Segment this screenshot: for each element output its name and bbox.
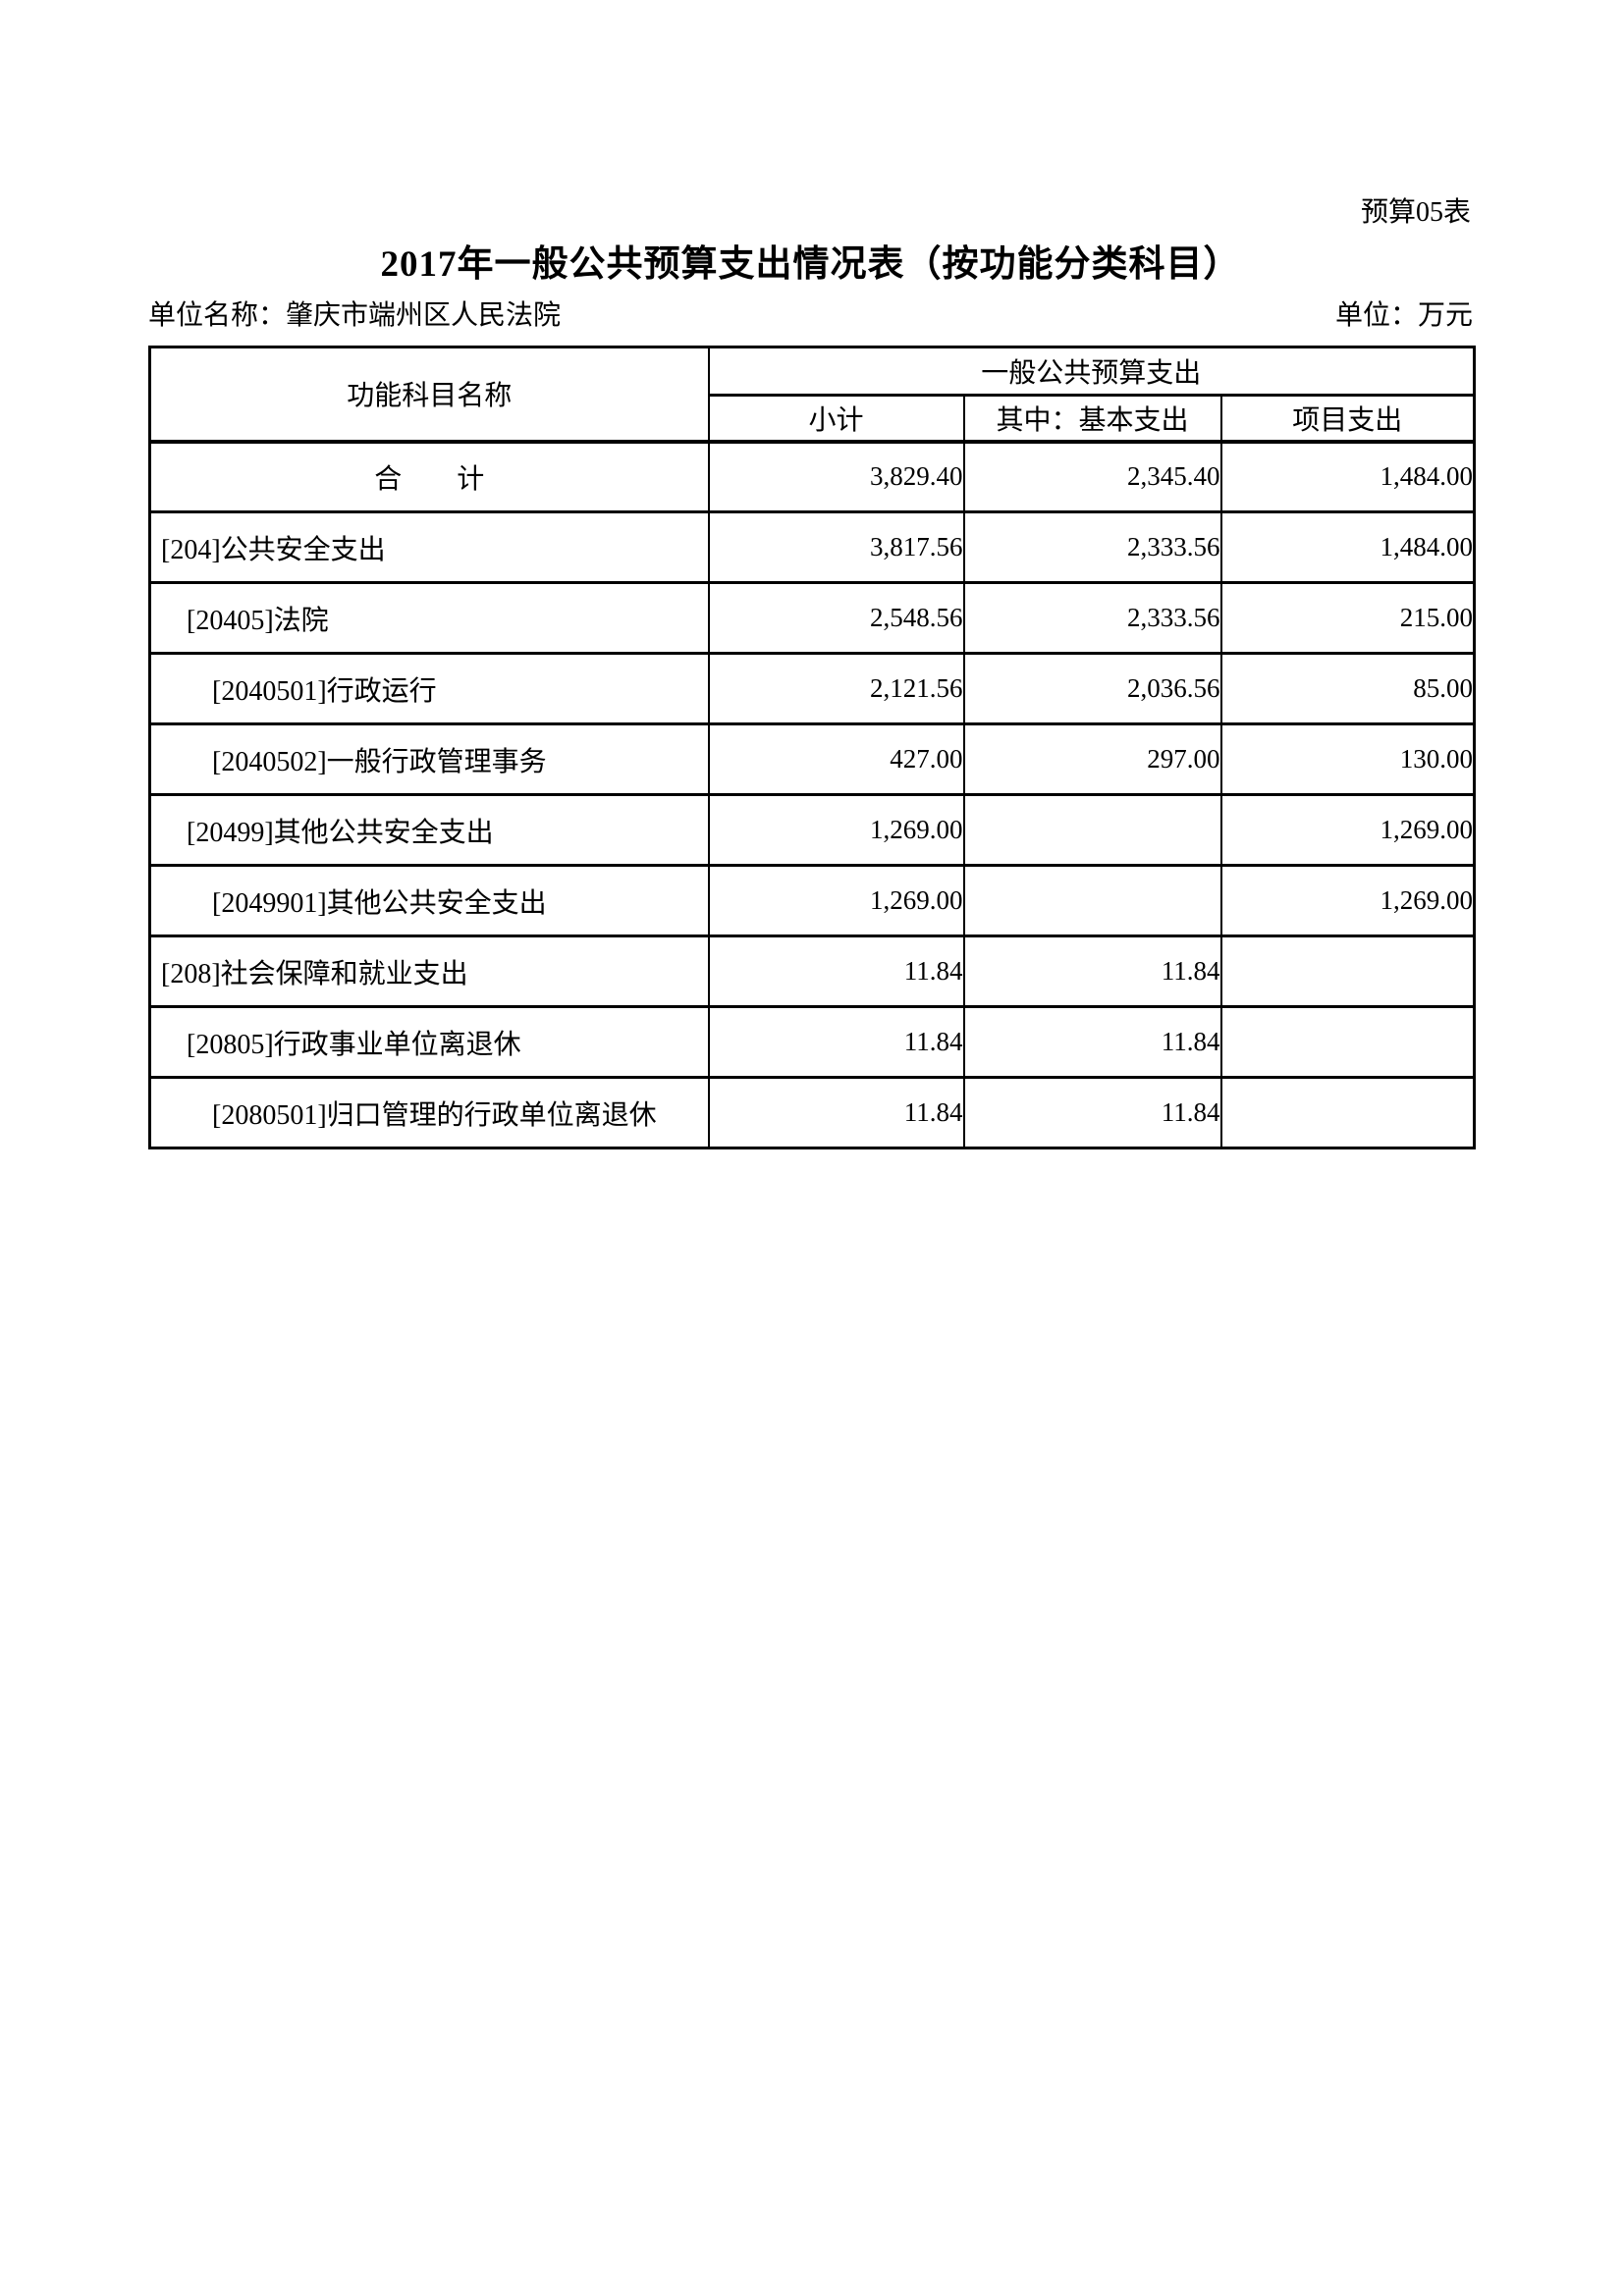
- form-tag-label: 预算05表: [1360, 197, 1471, 228]
- column-header-budget-group: 一般公共预算支出: [707, 346, 1476, 397]
- cell-basic: 2,345.40: [962, 439, 1222, 513]
- cell-subtotal: 1,269.00: [707, 793, 965, 867]
- cell-basic: [962, 793, 1222, 867]
- column-header-subtotal: 小计: [707, 394, 965, 443]
- cell-project: [1219, 1076, 1476, 1149]
- cell-function-name: [2040502]一般行政管理事务: [148, 722, 710, 796]
- table-row: [2040502]一般行政管理事务 427.00 297.00 130.00: [148, 722, 1476, 796]
- cell-function-name: [204]公共安全支出: [148, 510, 710, 584]
- cell-basic: 297.00: [962, 722, 1222, 796]
- column-header-basic-expenditure: 其中：基本支出: [962, 394, 1222, 443]
- table-row: [2040501]行政运行 2,121.56 2,036.56 85.00: [148, 652, 1476, 725]
- table-row: [20805]行政事业单位离退休 11.84 11.84: [148, 1005, 1476, 1079]
- cell-subtotal: 427.00: [707, 722, 965, 796]
- table-row: [208]社会保障和就业支出 11.84 11.84: [148, 934, 1476, 1008]
- cell-subtotal: 3,829.40: [707, 439, 965, 513]
- column-header-function-subject: 功能科目名称: [148, 346, 710, 443]
- cell-function-name: [20499]其他公共安全支出: [148, 793, 710, 867]
- budget-table: 功能科目名称 一般公共预算支出 小计 其中：基本支出 项目支出 合 计 3,82…: [148, 346, 1477, 1149]
- cell-project: 1,484.00: [1219, 510, 1476, 584]
- cell-function-name: 合 计: [148, 439, 710, 513]
- cell-basic: 2,333.56: [962, 581, 1222, 655]
- header-row-sub: 小计 其中：基本支出 项目支出: [150, 394, 1476, 443]
- cell-function-name: [20405]法院: [148, 581, 710, 655]
- table-row: [20405]法院 2,548.56 2,333.56 215.00: [148, 581, 1476, 655]
- cell-subtotal: 2,121.56: [707, 652, 965, 725]
- cell-project: 1,269.00: [1219, 864, 1476, 937]
- cell-project: [1219, 934, 1476, 1008]
- cell-subtotal: 1,269.00: [707, 864, 965, 937]
- cell-subtotal: 2,548.56: [707, 581, 965, 655]
- page-title: 2017年一般公共预算支出情况表（按功能分类科目）: [380, 244, 1241, 285]
- meta-row: 单位名称：肇庆市端州区人民法院 单位：万元: [148, 298, 1473, 334]
- cell-project: 1,269.00: [1219, 793, 1476, 867]
- unit-name-label: 单位名称：肇庆市端州区人民法院: [148, 300, 562, 331]
- table-row: [2049901]其他公共安全支出 1,269.00 1,269.00: [148, 864, 1476, 937]
- header-row-group: 功能科目名称 一般公共预算支出: [148, 346, 1476, 443]
- cell-subtotal: 3,817.56: [707, 510, 965, 584]
- unit-of-measure-label: 单位：万元: [1334, 300, 1473, 331]
- cell-subtotal: 11.84: [707, 1076, 965, 1149]
- cell-function-name: [2049901]其他公共安全支出: [148, 864, 710, 937]
- cell-function-name: [2040501]行政运行: [148, 652, 710, 725]
- cell-function-name: [208]社会保障和就业支出: [148, 934, 710, 1008]
- table-row-total: 合 计 3,829.40 2,345.40 1,484.00: [148, 439, 1476, 513]
- cell-basic: 11.84: [962, 1076, 1222, 1149]
- cell-basic: 2,333.56: [962, 510, 1222, 584]
- document-page: 预算05表 2017年一般公共预算支出情况表（按功能分类科目） 单位名称：肇庆市…: [148, 0, 1477, 2296]
- cell-basic: [962, 864, 1222, 937]
- cell-project: 215.00: [1219, 581, 1476, 655]
- cell-project: 85.00: [1219, 652, 1476, 725]
- cell-basic: 11.84: [962, 1005, 1222, 1079]
- table-row: [204]公共安全支出 3,817.56 2,333.56 1,484.00: [148, 510, 1476, 584]
- column-header-project-expenditure: 项目支出: [1219, 394, 1476, 443]
- cell-project: 130.00: [1219, 722, 1476, 796]
- table-row: [2080501]归口管理的行政单位离退休 11.84 11.84: [148, 1076, 1476, 1149]
- cell-function-name: [2080501]归口管理的行政单位离退休: [148, 1076, 710, 1149]
- cell-subtotal: 11.84: [707, 934, 965, 1008]
- cell-project: 1,484.00: [1219, 439, 1476, 513]
- cell-basic: 11.84: [962, 934, 1222, 1008]
- cell-subtotal: 11.84: [707, 1005, 965, 1079]
- table-row: [20499]其他公共安全支出 1,269.00 1,269.00: [148, 793, 1476, 867]
- cell-function-name: [20805]行政事业单位离退休: [148, 1005, 710, 1079]
- cell-project: [1219, 1005, 1476, 1079]
- cell-basic: 2,036.56: [962, 652, 1222, 725]
